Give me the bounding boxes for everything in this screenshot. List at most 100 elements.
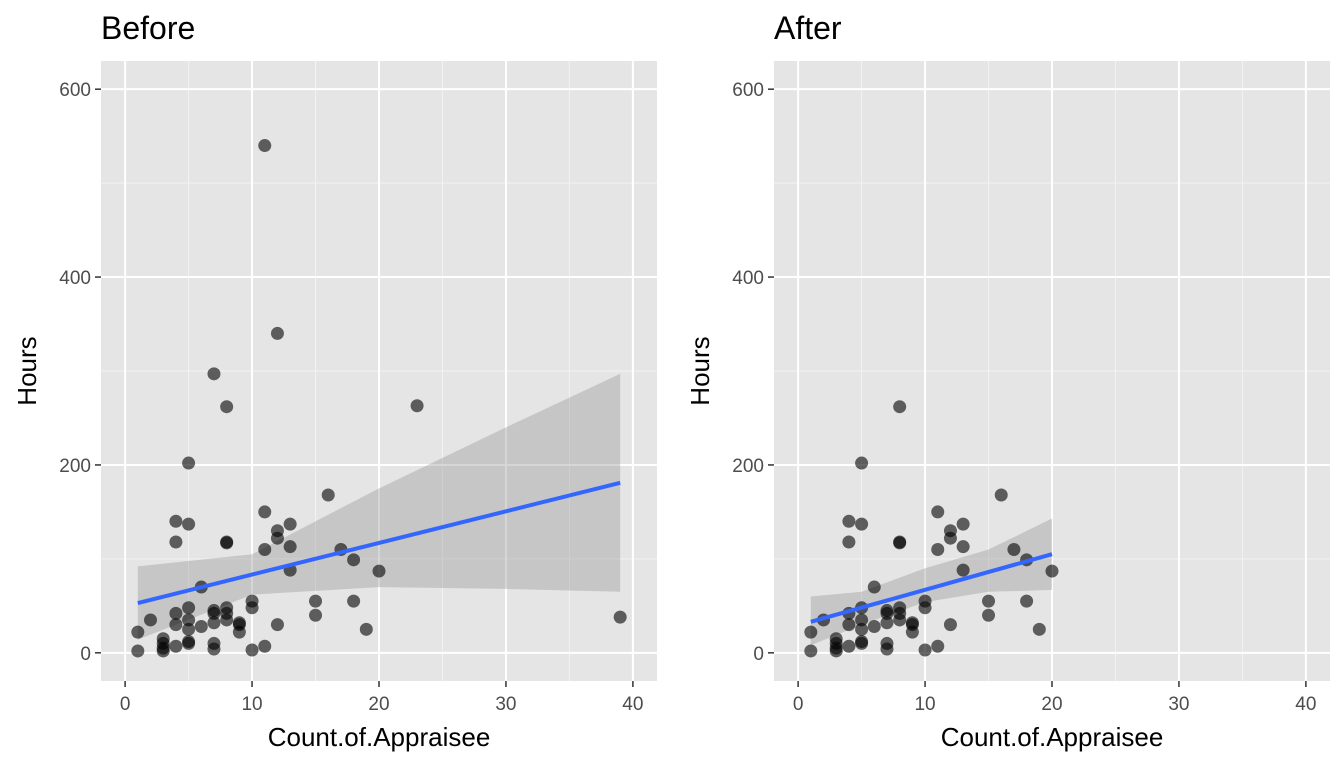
panel1-data-point [169, 514, 183, 528]
panel1-title: Before [101, 10, 195, 46]
panel2-data-point [956, 540, 970, 554]
panel2-data-point [994, 488, 1008, 502]
panel1-data-point [245, 643, 259, 657]
panel2-data-point [931, 542, 945, 556]
panel2-y-axis-title: Hours [685, 336, 715, 405]
panel1-data-point [182, 456, 196, 470]
panel2-y-tick-label: 0 [753, 644, 764, 665]
panel1-data-point [309, 594, 323, 608]
panel2-y-tick-label: 600 [732, 80, 764, 101]
panel2-data-point [893, 601, 907, 615]
panel1-data-point [169, 535, 183, 549]
panel1-data-point [258, 639, 272, 653]
panel2-data-point [867, 620, 881, 634]
panel1-data-point [372, 564, 386, 578]
panel2-x-tick-label: 0 [793, 694, 804, 715]
panel1-y-axis-title: Hours [12, 336, 42, 405]
panel2-data-point [956, 563, 970, 577]
panel1-data-point [207, 616, 221, 630]
panel1-data-point [347, 553, 361, 567]
panel2-data-point [842, 618, 856, 632]
panel1-data-point [410, 399, 424, 413]
panel2-data-point [880, 616, 894, 630]
panel2-data-point [855, 517, 869, 531]
panel2-data-point [880, 636, 894, 650]
panel2-data-point [842, 514, 856, 528]
panel1-data-point [131, 644, 145, 658]
panel1-data-point [207, 604, 221, 618]
panel1-data-point [270, 618, 284, 632]
panel1-data-point [220, 601, 234, 615]
panel2-data-point [804, 644, 818, 658]
panel2-data-point [1020, 594, 1034, 608]
panel2-data-point [931, 505, 945, 519]
panel1-group: 0 10 20 30 400200400600BeforeCount.of.Apprai… [12, 10, 657, 752]
panel2-title: After [774, 10, 842, 46]
panel1-data-point [258, 505, 272, 519]
panel2-x-axis-title: Count.of.Appraisee [941, 722, 1164, 752]
panel1-data-point [169, 618, 183, 632]
panel2-y-tick-label: 200 [732, 456, 764, 477]
panel1-data-point [182, 622, 196, 636]
panel2-data-point [1045, 564, 1059, 578]
panel1-data-point [270, 524, 284, 538]
panel2-trend-line [810, 552, 1053, 624]
panel1-x-tick-label: 0 [120, 694, 131, 715]
panel1-data-point [207, 636, 221, 650]
panel1-data-point [131, 625, 145, 639]
panel2-data-point [918, 594, 932, 608]
panel1-data-point [182, 601, 196, 615]
panel2-data-point [1007, 542, 1021, 556]
panel2-data-point [855, 635, 869, 649]
panel1-y-tick-label: 0 [80, 644, 91, 665]
panel2-data-point [893, 535, 907, 549]
panel2-data-point [943, 618, 957, 632]
panel2-confidence-band [810, 518, 1052, 646]
panel1-data-point [194, 620, 208, 634]
panel1-data-point [232, 616, 246, 630]
panel1-x-tick-label: 10 [241, 694, 262, 715]
panel1-x-tick-label: 20 [368, 694, 389, 715]
panel1-data-point [220, 400, 234, 414]
panel1-data-point [245, 594, 259, 608]
panel2-x-tick-label: 30 [1168, 694, 1189, 715]
panel2-data-point [829, 632, 843, 646]
panel2-data-point [804, 625, 818, 639]
panel1-data-point [270, 326, 284, 340]
panel2-data-point [1032, 622, 1046, 636]
panel1-data-point [613, 610, 627, 624]
panel2-x-tick-label: 10 [914, 694, 935, 715]
panel2-data-point [893, 400, 907, 414]
panel1-data-point [220, 535, 234, 549]
panel2-data-point [918, 643, 932, 657]
panel2-data-point [867, 580, 881, 594]
panel2-data-point [842, 639, 856, 653]
panel1-y-tick-label: 600 [59, 80, 91, 101]
panel2-data-point [931, 639, 945, 653]
panel2-data-point [982, 608, 996, 622]
panel1-data-point [144, 613, 158, 627]
panel1-data-point [169, 639, 183, 653]
panel2-data-point [855, 622, 869, 636]
panel1-data-point [321, 488, 335, 502]
panel2-data-point [855, 456, 869, 470]
panel1-data-point [182, 635, 196, 649]
panel1-data-point [182, 517, 196, 531]
panel1-trend-line [137, 480, 621, 605]
panel1-y-tick-label: 200 [59, 456, 91, 477]
panel1-y-tick-label: 400 [59, 268, 91, 289]
panel1-x-tick-label: 30 [495, 694, 516, 715]
panel2-data-point [880, 604, 894, 618]
panel1-data-point [283, 540, 297, 554]
panel1-data-point [207, 367, 221, 381]
panel2-y-tick-label: 400 [732, 268, 764, 289]
panel2-data-point [855, 613, 869, 627]
panel1-data-point [156, 632, 170, 646]
panel1-data-point [283, 517, 297, 531]
panel1-x-tick-label: 40 [622, 694, 643, 715]
panel1-data-point [347, 594, 361, 608]
panel2-data-point [982, 594, 996, 608]
panel1-data-point [182, 613, 196, 627]
panel1-data-point [258, 542, 272, 556]
